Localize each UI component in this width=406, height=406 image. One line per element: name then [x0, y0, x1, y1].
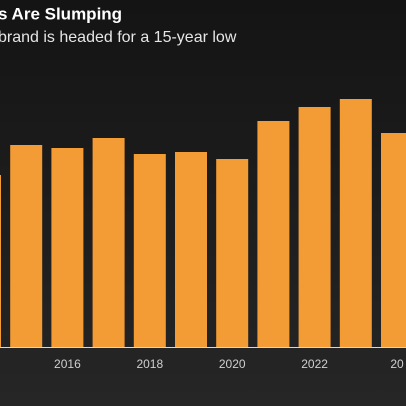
x-tick-label: 2020: [219, 357, 246, 371]
bar: [298, 107, 331, 347]
bar: [10, 145, 43, 347]
bar: [339, 99, 372, 347]
x-tick-label: 20: [390, 357, 404, 371]
chart-subtitle: brand is headed for a 15-year low: [0, 29, 237, 46]
bar: [257, 121, 290, 347]
plot-area: [0, 99, 406, 347]
bar: [0, 175, 1, 347]
bar: [51, 148, 84, 347]
bar: [381, 133, 406, 347]
x-tick-label: 2018: [136, 357, 163, 371]
bar: [175, 152, 207, 347]
x-tick-label: 2022: [301, 357, 328, 371]
bar: [216, 159, 249, 347]
chart-title: s Are Slumping: [0, 4, 122, 23]
bar: [92, 138, 125, 347]
bar: [133, 154, 166, 347]
x-tick-label: 2016: [54, 357, 81, 371]
